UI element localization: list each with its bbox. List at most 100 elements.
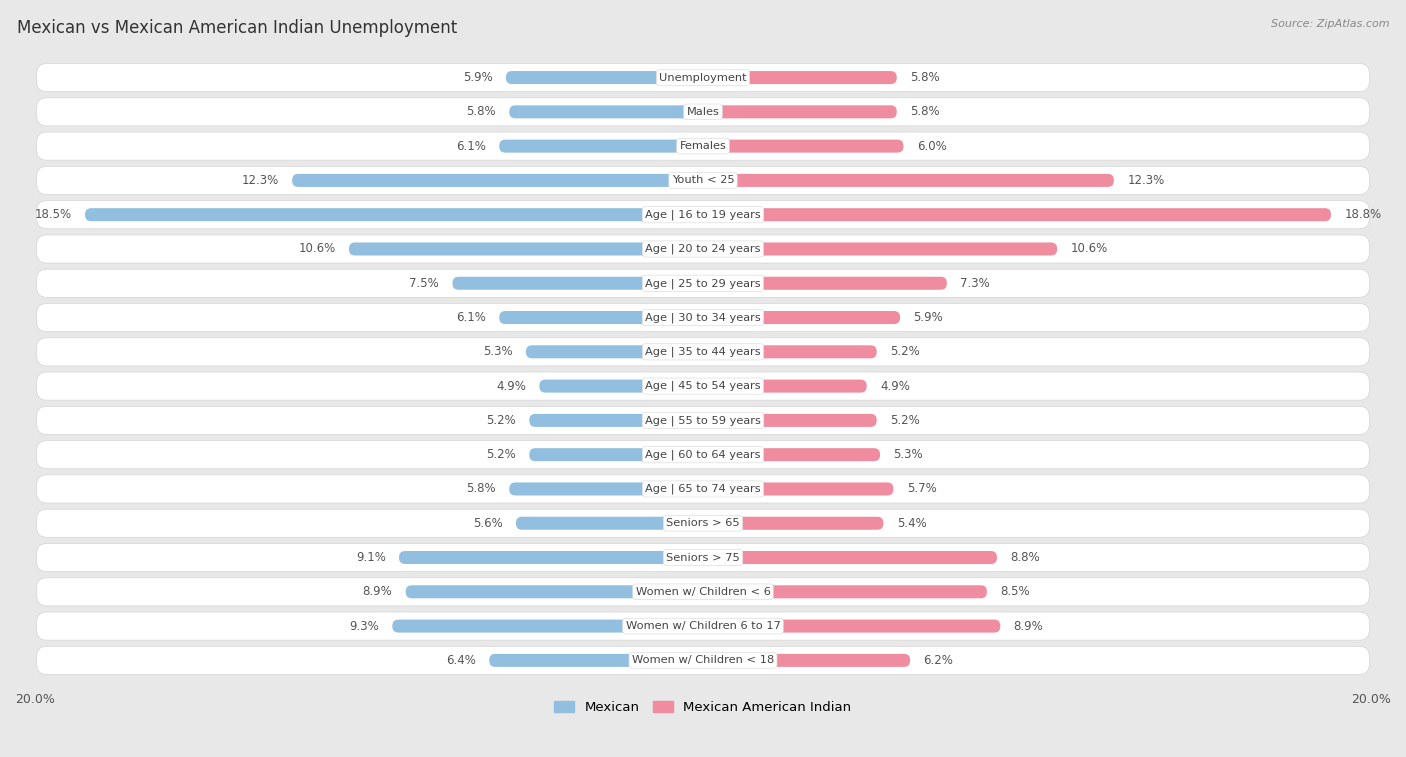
FancyBboxPatch shape xyxy=(37,132,1369,160)
FancyBboxPatch shape xyxy=(399,551,703,564)
Text: 8.8%: 8.8% xyxy=(1011,551,1040,564)
Text: 5.8%: 5.8% xyxy=(910,105,939,118)
FancyBboxPatch shape xyxy=(349,242,703,256)
Text: 6.2%: 6.2% xyxy=(924,654,953,667)
Text: Women w/ Children < 18: Women w/ Children < 18 xyxy=(631,656,775,665)
FancyBboxPatch shape xyxy=(37,304,1369,332)
Text: 18.8%: 18.8% xyxy=(1344,208,1382,221)
FancyBboxPatch shape xyxy=(703,311,900,324)
FancyBboxPatch shape xyxy=(37,235,1369,263)
FancyBboxPatch shape xyxy=(703,277,946,290)
Text: Women w/ Children < 6: Women w/ Children < 6 xyxy=(636,587,770,597)
FancyBboxPatch shape xyxy=(703,448,880,461)
FancyBboxPatch shape xyxy=(37,64,1369,92)
FancyBboxPatch shape xyxy=(37,407,1369,435)
Text: Age | 16 to 19 years: Age | 16 to 19 years xyxy=(645,210,761,220)
Text: Females: Females xyxy=(679,141,727,151)
Text: Mexican vs Mexican American Indian Unemployment: Mexican vs Mexican American Indian Unemp… xyxy=(17,19,457,37)
Text: 9.1%: 9.1% xyxy=(356,551,385,564)
Text: 6.0%: 6.0% xyxy=(917,139,946,153)
FancyBboxPatch shape xyxy=(703,619,1000,633)
FancyBboxPatch shape xyxy=(37,509,1369,537)
FancyBboxPatch shape xyxy=(703,482,893,496)
FancyBboxPatch shape xyxy=(37,578,1369,606)
FancyBboxPatch shape xyxy=(499,139,703,153)
FancyBboxPatch shape xyxy=(37,475,1369,503)
FancyBboxPatch shape xyxy=(703,139,904,153)
Text: 5.2%: 5.2% xyxy=(890,345,920,358)
Text: 5.2%: 5.2% xyxy=(890,414,920,427)
FancyBboxPatch shape xyxy=(703,517,883,530)
Text: 7.3%: 7.3% xyxy=(960,277,990,290)
Text: 8.5%: 8.5% xyxy=(1000,585,1031,598)
FancyBboxPatch shape xyxy=(529,448,703,461)
Text: Age | 65 to 74 years: Age | 65 to 74 years xyxy=(645,484,761,494)
Text: 8.9%: 8.9% xyxy=(1014,619,1043,633)
Text: Age | 25 to 29 years: Age | 25 to 29 years xyxy=(645,278,761,288)
FancyBboxPatch shape xyxy=(526,345,703,358)
Text: Seniors > 75: Seniors > 75 xyxy=(666,553,740,562)
Text: 5.8%: 5.8% xyxy=(910,71,939,84)
FancyBboxPatch shape xyxy=(703,345,877,358)
Text: Youth < 25: Youth < 25 xyxy=(672,176,734,185)
Text: 5.3%: 5.3% xyxy=(893,448,922,461)
FancyBboxPatch shape xyxy=(703,551,997,564)
FancyBboxPatch shape xyxy=(406,585,703,598)
Text: 7.5%: 7.5% xyxy=(409,277,439,290)
Text: 5.3%: 5.3% xyxy=(484,345,513,358)
Text: 5.9%: 5.9% xyxy=(463,71,492,84)
FancyBboxPatch shape xyxy=(37,372,1369,400)
Text: 5.2%: 5.2% xyxy=(486,448,516,461)
Text: Seniors > 65: Seniors > 65 xyxy=(666,519,740,528)
Text: 8.9%: 8.9% xyxy=(363,585,392,598)
FancyBboxPatch shape xyxy=(703,71,897,84)
Text: Males: Males xyxy=(686,107,720,117)
Text: 5.9%: 5.9% xyxy=(914,311,943,324)
FancyBboxPatch shape xyxy=(292,174,703,187)
Text: 10.6%: 10.6% xyxy=(298,242,336,255)
Text: 5.2%: 5.2% xyxy=(486,414,516,427)
Text: Age | 55 to 59 years: Age | 55 to 59 years xyxy=(645,415,761,425)
FancyBboxPatch shape xyxy=(37,338,1369,366)
FancyBboxPatch shape xyxy=(703,585,987,598)
Text: 5.4%: 5.4% xyxy=(897,517,927,530)
FancyBboxPatch shape xyxy=(37,98,1369,126)
FancyBboxPatch shape xyxy=(37,612,1369,640)
Text: 5.7%: 5.7% xyxy=(907,482,936,496)
Text: 6.1%: 6.1% xyxy=(456,139,486,153)
Text: Age | 30 to 34 years: Age | 30 to 34 years xyxy=(645,313,761,322)
Text: 6.4%: 6.4% xyxy=(446,654,475,667)
Text: Age | 20 to 24 years: Age | 20 to 24 years xyxy=(645,244,761,254)
FancyBboxPatch shape xyxy=(392,619,703,633)
Text: 9.3%: 9.3% xyxy=(349,619,380,633)
Text: Age | 60 to 64 years: Age | 60 to 64 years xyxy=(645,450,761,460)
FancyBboxPatch shape xyxy=(37,269,1369,298)
FancyBboxPatch shape xyxy=(703,654,910,667)
Text: 4.9%: 4.9% xyxy=(880,379,910,393)
FancyBboxPatch shape xyxy=(84,208,703,221)
Text: 5.8%: 5.8% xyxy=(467,482,496,496)
FancyBboxPatch shape xyxy=(703,208,1331,221)
FancyBboxPatch shape xyxy=(509,482,703,496)
FancyBboxPatch shape xyxy=(506,71,703,84)
FancyBboxPatch shape xyxy=(489,654,703,667)
Text: 10.6%: 10.6% xyxy=(1070,242,1108,255)
Text: Age | 35 to 44 years: Age | 35 to 44 years xyxy=(645,347,761,357)
Text: Women w/ Children 6 to 17: Women w/ Children 6 to 17 xyxy=(626,621,780,631)
Text: 12.3%: 12.3% xyxy=(1128,174,1164,187)
Text: 18.5%: 18.5% xyxy=(35,208,72,221)
FancyBboxPatch shape xyxy=(703,242,1057,256)
FancyBboxPatch shape xyxy=(703,105,897,118)
Text: Unemployment: Unemployment xyxy=(659,73,747,83)
FancyBboxPatch shape xyxy=(540,379,703,393)
Text: 6.1%: 6.1% xyxy=(456,311,486,324)
FancyBboxPatch shape xyxy=(37,646,1369,674)
FancyBboxPatch shape xyxy=(703,379,866,393)
FancyBboxPatch shape xyxy=(37,544,1369,572)
Text: 5.6%: 5.6% xyxy=(472,517,502,530)
FancyBboxPatch shape xyxy=(703,414,877,427)
FancyBboxPatch shape xyxy=(516,517,703,530)
FancyBboxPatch shape xyxy=(37,201,1369,229)
Text: 12.3%: 12.3% xyxy=(242,174,278,187)
FancyBboxPatch shape xyxy=(453,277,703,290)
